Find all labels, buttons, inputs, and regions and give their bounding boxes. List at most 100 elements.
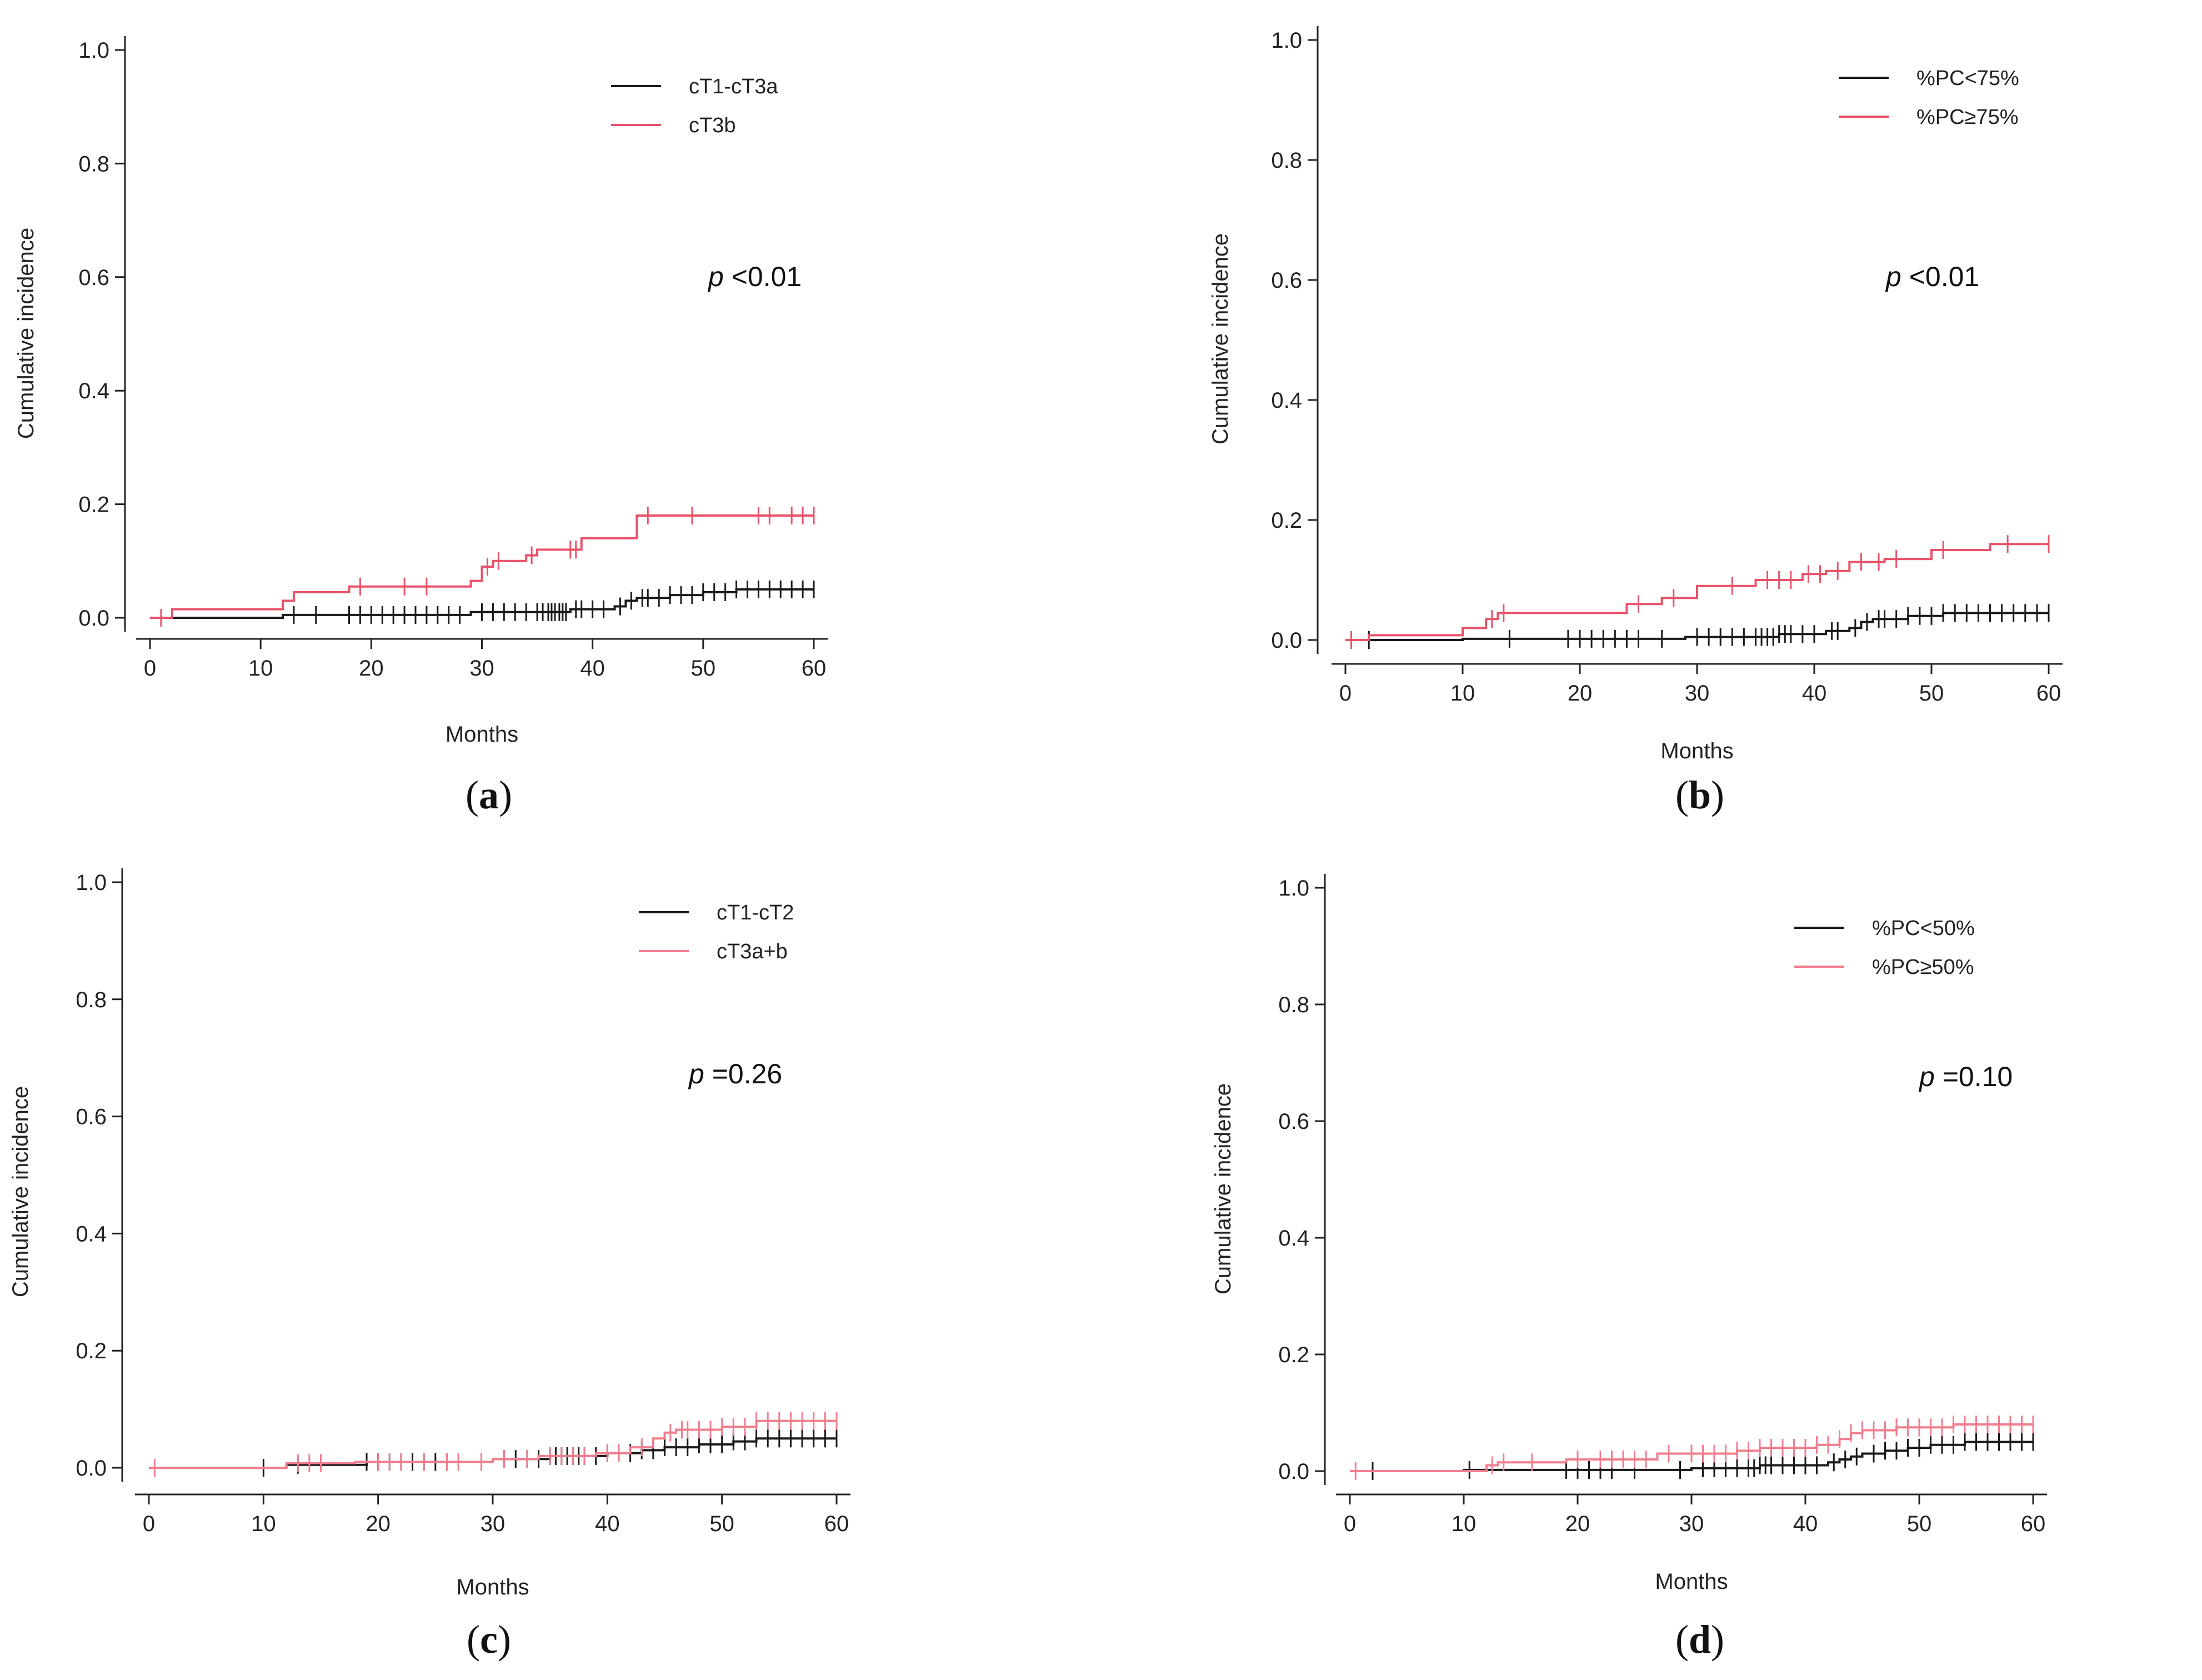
panel-a: 0.0 0.2 0.4 0.6 0.8 1.0 0 10 20 30 40 50 60 Months Cum… <box>14 36 828 817</box>
y-tick-label: 0.4 <box>1271 388 1302 413</box>
p-value: p <0.01 <box>707 261 802 292</box>
x-tick-label: 20 <box>1565 1512 1590 1536</box>
x-tick-label: 10 <box>1450 681 1475 706</box>
y-tick-label: 1.0 <box>76 871 107 895</box>
y-tick-label: 0.6 <box>1278 1109 1309 1134</box>
x-tick-label: 0 <box>1344 1512 1356 1536</box>
y-tick-label: 0.0 <box>76 1456 107 1481</box>
p-value-text: <0.01 <box>1901 261 1979 292</box>
p-value-symbol: p <box>707 261 724 292</box>
x-tick-label: 10 <box>1452 1512 1477 1536</box>
x-tick-label: 60 <box>2021 1512 2046 1536</box>
p-value-text: =0.26 <box>704 1058 782 1089</box>
x-tick-label: 0 <box>143 1512 155 1536</box>
x-tick-label: 50 <box>1907 1512 1932 1536</box>
panel-label-letter: c <box>480 1617 498 1662</box>
y-tick-label: 1.0 <box>1271 28 1302 53</box>
legend-label: cT1-cT3a <box>689 75 778 98</box>
panel-b: 0.0 0.2 0.4 0.6 0.8 1.0 0 10 20 30 40 50 60 Months Cum… <box>1208 26 2063 817</box>
p-value-text: =0.10 <box>1935 1061 2013 1092</box>
panel-label-open: ( <box>466 773 479 817</box>
panel-label-letter: d <box>1689 1617 1711 1662</box>
series-black <box>1345 604 2050 649</box>
panel-label: (b) <box>1675 773 1724 817</box>
x-tick-label: 60 <box>2036 681 2061 706</box>
x-tick-label: 40 <box>1802 681 1827 706</box>
x-tick-label: 50 <box>691 656 716 681</box>
x-axis-label: Months <box>1660 739 1733 763</box>
x-tick-label: 20 <box>366 1512 391 1536</box>
p-value-symbol: p <box>688 1058 704 1089</box>
series-pink <box>1345 535 2050 649</box>
x-tick-label: 30 <box>1679 1512 1704 1536</box>
panel-label-open: ( <box>467 1617 480 1662</box>
legend-label: cT3b <box>689 114 735 137</box>
panel-label-close: ) <box>498 1617 511 1662</box>
legend-label: %PC≥50% <box>1872 956 1974 979</box>
x-tick-label: 40 <box>1793 1512 1818 1536</box>
y-axis-label: Cumulative incidence <box>8 1086 33 1297</box>
y-tick-label: 0.6 <box>76 1105 107 1129</box>
y-tick-label: 0.2 <box>76 1339 107 1363</box>
survival-curve <box>150 514 814 619</box>
series-pink <box>1350 1416 2034 1480</box>
y-tick-label: 0.4 <box>1278 1226 1309 1251</box>
x-tick-label: 30 <box>1685 681 1710 706</box>
series-pink <box>149 1412 838 1477</box>
panel-label-close: ) <box>499 773 512 817</box>
x-tick-label: 40 <box>595 1512 620 1536</box>
survival-curve <box>1345 543 2049 641</box>
x-tick-label: 60 <box>802 656 827 681</box>
y-tick-label: 1.0 <box>78 38 109 63</box>
x-axis-label: Months <box>446 722 518 747</box>
p-value: p =0.26 <box>688 1058 782 1089</box>
p-value-symbol: p <box>1885 261 1901 292</box>
x-axis-label: Months <box>1655 1569 1728 1594</box>
x-tick-label: 20 <box>359 656 384 681</box>
panel-label-open: ( <box>1675 773 1689 817</box>
y-tick-label: 0.6 <box>78 266 109 290</box>
y-tick-label: 0.6 <box>1271 268 1302 293</box>
panel-c: 0.0 0.2 0.4 0.6 0.8 1.0 0 10 20 30 40 50 60 Months Cum… <box>8 868 850 1662</box>
y-tick-label: 0.8 <box>1271 148 1302 173</box>
y-axis-label: Cumulative incidence <box>14 228 38 439</box>
y-tick-label: 0.2 <box>78 493 109 517</box>
x-tick-label: 50 <box>709 1512 734 1536</box>
legend-label: %PC<50% <box>1872 917 1975 940</box>
y-axis-label: Cumulative incidence <box>1208 233 1233 444</box>
y-axis-label: Cumulative incidence <box>1211 1083 1235 1294</box>
x-tick-label: 10 <box>248 656 273 681</box>
panel-label-close: ) <box>1711 773 1724 817</box>
p-value-symbol: p <box>1918 1061 1935 1092</box>
p-value: p =0.10 <box>1918 1061 2013 1092</box>
y-tick-label: 0.8 <box>78 152 109 176</box>
series-pink <box>150 507 815 627</box>
panel-label-open: ( <box>1675 1617 1689 1662</box>
panel-label: (a) <box>466 773 512 817</box>
x-tick-label: 0 <box>144 656 156 681</box>
x-axis-label: Months <box>456 1575 529 1599</box>
series-black <box>149 1429 838 1477</box>
survival-curve <box>1350 1423 2033 1472</box>
panel-label-letter: a <box>479 773 499 817</box>
y-tick-label: 0.4 <box>76 1222 107 1246</box>
series-black <box>1350 1433 2034 1480</box>
panel-label: (d) <box>1675 1617 1724 1662</box>
x-tick-label: 20 <box>1568 681 1593 706</box>
x-tick-label: 10 <box>251 1512 276 1536</box>
y-tick-label: 0.4 <box>78 379 109 403</box>
y-tick-label: 0.2 <box>1271 508 1302 533</box>
panel-label-close: ) <box>1711 1617 1724 1662</box>
y-tick-label: 0.2 <box>1278 1343 1309 1367</box>
panel-label-letter: b <box>1689 773 1711 817</box>
panel-label: (c) <box>467 1617 511 1662</box>
y-tick-label: 0.0 <box>78 606 109 631</box>
legend-label: cT1-cT2 <box>717 901 794 924</box>
y-tick-label: 0.0 <box>1278 1459 1309 1484</box>
series-black <box>150 580 815 624</box>
y-tick-label: 0.0 <box>1271 628 1302 653</box>
x-tick-label: 50 <box>1919 681 1944 706</box>
y-tick-label: 0.8 <box>1278 993 1309 1017</box>
x-tick-label: 60 <box>824 1512 849 1536</box>
